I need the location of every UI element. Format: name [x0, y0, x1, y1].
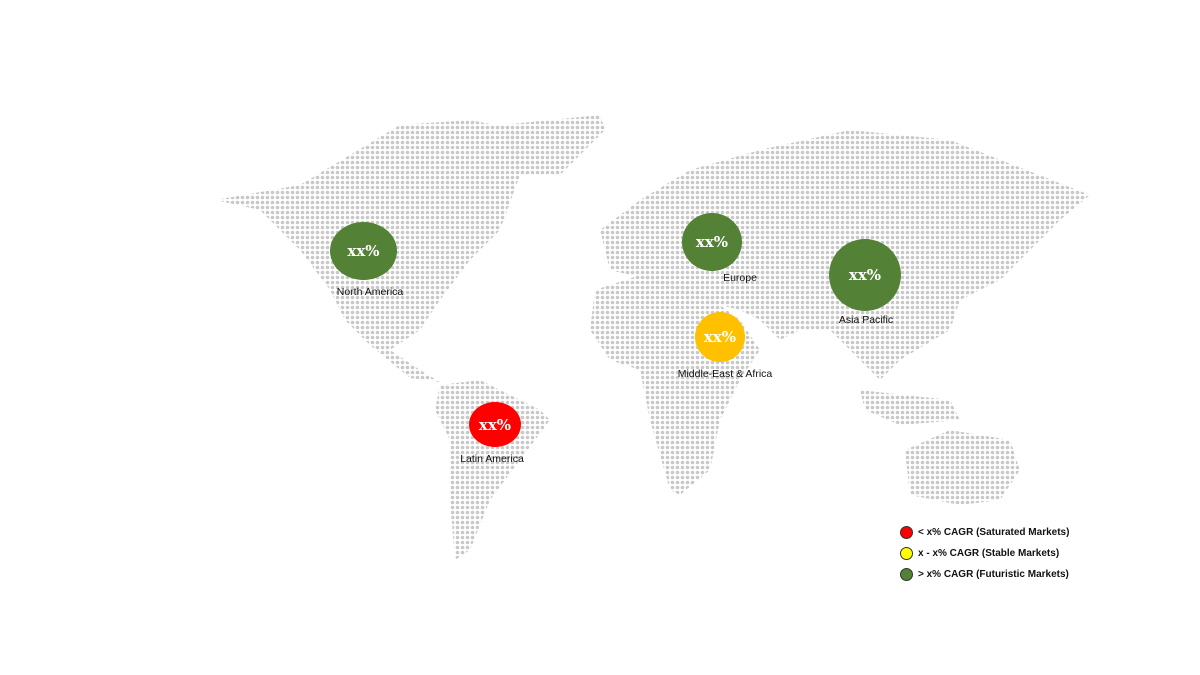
green-dot-icon: [900, 568, 913, 581]
greenland-land: [500, 115, 605, 175]
europe-label: Europe: [723, 272, 757, 284]
legend-label: < x% CAGR (Saturated Markets): [918, 527, 1070, 538]
asia-pacific-label: Asia Pacific: [838, 314, 894, 326]
legend-item-futuristic: > x% CAGR (Futuristic Markets): [900, 564, 1069, 585]
legend-label: x - x% CAGR (Stable Markets): [918, 548, 1060, 559]
middle-east-africa-label: Middle-East & Africa: [677, 368, 773, 380]
legend: < x% CAGR (Saturated Markets) x - x% CAG…: [900, 522, 1069, 585]
latin-america-bubble: xx%: [469, 402, 521, 447]
north-america-bubble: xx%: [330, 222, 397, 280]
legend-item-saturated: < x% CAGR (Saturated Markets): [900, 522, 1069, 543]
latin-america-label: Latin America: [460, 453, 524, 465]
asia-pacific-bubble: xx%: [829, 239, 901, 311]
north-america-label: North America: [336, 286, 404, 298]
legend-item-stable: x - x% CAGR (Stable Markets): [900, 543, 1069, 564]
middle-east-africa-bubble: xx%: [695, 312, 745, 362]
red-dot-icon: [900, 526, 913, 539]
yellow-dot-icon: [900, 547, 913, 560]
southeast-asia-islands: [860, 390, 960, 425]
legend-label: > x% CAGR (Futuristic Markets): [918, 569, 1069, 580]
south-america-land: [435, 380, 550, 560]
europe-bubble: xx%: [682, 213, 742, 271]
australia-land: [905, 430, 1020, 505]
